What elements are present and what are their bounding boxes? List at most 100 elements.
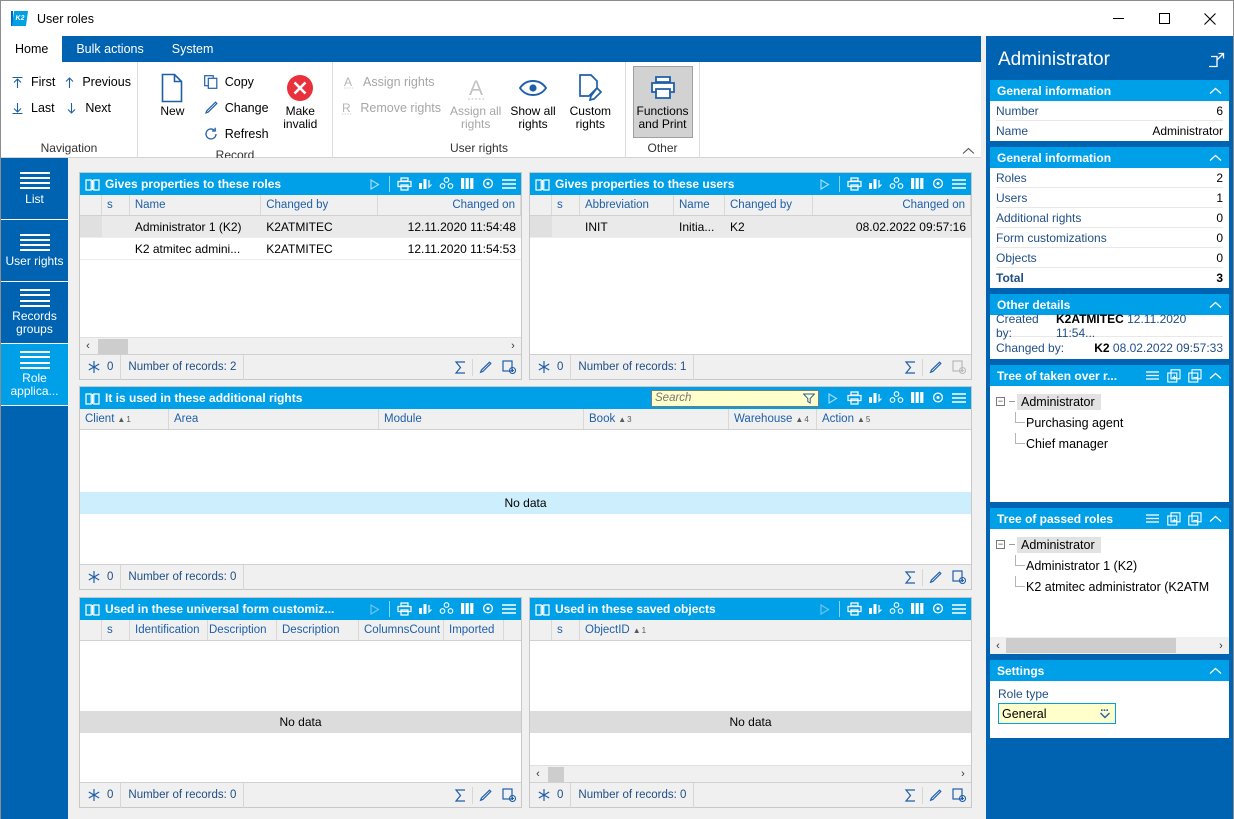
nav-previous-button[interactable]: Previous xyxy=(61,70,131,94)
chart-icon[interactable] xyxy=(415,599,435,619)
pencil-icon[interactable] xyxy=(923,355,947,380)
tab-home[interactable]: Home xyxy=(1,36,63,62)
sum-icon[interactable] xyxy=(448,355,472,380)
chevron-up-icon[interactable] xyxy=(1206,295,1225,314)
col-abbreviation[interactable]: Abbreviation xyxy=(580,195,674,215)
col-module[interactable]: Module xyxy=(379,409,584,429)
nav-next-button[interactable]: Next xyxy=(61,96,131,120)
freeze-indicator[interactable]: 0 xyxy=(80,354,122,380)
play-icon[interactable] xyxy=(823,388,843,408)
col-s[interactable]: s xyxy=(102,620,130,640)
chart-icon[interactable] xyxy=(865,174,885,194)
scroll-track[interactable] xyxy=(546,766,955,783)
search-input[interactable] xyxy=(655,392,795,404)
tree-child-node[interactable]: K2 atmitec administrator (K2ATM xyxy=(996,576,1229,597)
col-s[interactable]: s xyxy=(102,195,130,215)
group-icon[interactable] xyxy=(886,388,906,408)
freeze-indicator[interactable]: 0 xyxy=(80,564,122,590)
horizontal-scrollbar[interactable]: ‹ › xyxy=(80,337,521,354)
copy-button[interactable]: Copy xyxy=(201,70,275,94)
add-record-icon[interactable] xyxy=(947,783,971,808)
menu-icon[interactable] xyxy=(949,388,969,408)
sidebar-item-list[interactable]: List xyxy=(1,158,68,220)
col-blank[interactable] xyxy=(80,195,102,215)
col-blank[interactable] xyxy=(530,620,552,640)
collapse-all-icon[interactable] xyxy=(1185,366,1204,385)
settings-icon[interactable] xyxy=(928,388,948,408)
chevron-up-icon[interactable] xyxy=(1206,661,1225,680)
col-objectid[interactable]: ObjectID ▲ 1 xyxy=(585,624,647,636)
columns-icon[interactable] xyxy=(457,599,477,619)
card-header[interactable]: Settings xyxy=(990,660,1229,681)
settings-icon[interactable] xyxy=(928,174,948,194)
sum-icon[interactable] xyxy=(448,783,472,808)
columns-icon[interactable] xyxy=(907,174,927,194)
col-name[interactable]: Name xyxy=(674,195,725,215)
settings-icon[interactable] xyxy=(478,599,498,619)
chevron-up-icon[interactable] xyxy=(962,147,975,155)
collapse-all-icon[interactable] xyxy=(1185,509,1204,528)
scroll-right-icon[interactable]: › xyxy=(961,768,965,780)
custom-rights-button[interactable]: Custom rights xyxy=(562,66,619,132)
play-icon[interactable] xyxy=(365,599,385,619)
menu-icon[interactable] xyxy=(949,599,969,619)
sidebar-item-records-groups[interactable]: Records groups xyxy=(1,282,68,344)
printer-icon[interactable] xyxy=(394,599,414,619)
printer-icon[interactable] xyxy=(844,174,864,194)
pencil-icon[interactable] xyxy=(473,783,497,808)
freeze-indicator[interactable]: 0 xyxy=(530,354,572,380)
tab-bulk-actions[interactable]: Bulk actions xyxy=(76,42,144,56)
sidebar-item-role-application[interactable]: Role applica... xyxy=(1,344,68,406)
show-all-rights-button[interactable]: Show all rights xyxy=(504,66,561,132)
expand-all-icon[interactable] xyxy=(1164,366,1183,385)
freeze-indicator[interactable]: 0 xyxy=(530,782,572,808)
menu-icon[interactable] xyxy=(499,599,519,619)
col-description-2[interactable]: Description xyxy=(277,620,359,640)
printer-icon[interactable] xyxy=(844,599,864,619)
play-icon[interactable] xyxy=(815,174,835,194)
remove-rights-button[interactable]: R Remove rights xyxy=(339,96,447,120)
card-header[interactable]: Other details xyxy=(990,294,1229,315)
chart-icon[interactable] xyxy=(865,388,885,408)
columns-icon[interactable] xyxy=(907,388,927,408)
nav-first-button[interactable]: First xyxy=(7,70,61,94)
minimize-icon[interactable] xyxy=(1095,1,1141,36)
menu-icon[interactable] xyxy=(499,174,519,194)
funnel-icon[interactable] xyxy=(803,393,815,404)
scroll-right-icon[interactable]: › xyxy=(1219,639,1223,652)
printer-icon[interactable] xyxy=(844,388,864,408)
functions-and-print-button[interactable]: Functions and Print xyxy=(632,66,693,138)
col-identification[interactable]: Identification xyxy=(130,620,208,640)
horizontal-scrollbar[interactable]: ‹ › xyxy=(530,765,971,782)
collapse-node-icon[interactable]: − xyxy=(996,396,1005,406)
group-icon[interactable] xyxy=(436,174,456,194)
col-changed-on[interactable]: Changed on xyxy=(813,195,971,215)
group-icon[interactable] xyxy=(436,599,456,619)
group-icon[interactable] xyxy=(886,174,906,194)
sum-icon[interactable] xyxy=(898,565,922,590)
add-record-icon[interactable] xyxy=(947,355,971,380)
card-header[interactable]: Tree of taken over r... xyxy=(990,365,1229,386)
col-action[interactable]: Action ▲ 5 xyxy=(822,413,871,425)
pencil-icon[interactable] xyxy=(473,355,497,380)
chart-icon[interactable] xyxy=(865,599,885,619)
col-s[interactable]: s xyxy=(552,195,580,215)
table-row[interactable]: Administrator 1 (K2) K2ATMITEC 12.11.202… xyxy=(80,216,521,238)
new-button[interactable]: New xyxy=(144,66,201,119)
play-icon[interactable] xyxy=(815,599,835,619)
open-external-icon[interactable] xyxy=(1209,52,1225,68)
scroll-left-icon[interactable]: ‹ xyxy=(86,340,90,352)
menu-icon[interactable] xyxy=(1143,366,1162,385)
expand-all-icon[interactable] xyxy=(1164,509,1183,528)
tab-system[interactable]: System xyxy=(171,42,214,56)
chevron-down-icon[interactable] xyxy=(1098,708,1112,720)
make-invalid-button[interactable]: Make invalid xyxy=(275,66,326,132)
menu-icon[interactable] xyxy=(1143,509,1162,528)
field-users[interactable]: Users 1 xyxy=(996,188,1223,208)
scroll-track[interactable] xyxy=(96,338,505,355)
tree-root-node[interactable]: − Administrator xyxy=(996,391,1229,412)
chevron-up-icon[interactable] xyxy=(1206,366,1225,385)
tree-child-node[interactable]: Administrator 1 (K2) xyxy=(996,555,1229,576)
col-changed-by[interactable]: Changed by xyxy=(725,195,813,215)
col-description-1[interactable]: Description xyxy=(208,620,277,640)
